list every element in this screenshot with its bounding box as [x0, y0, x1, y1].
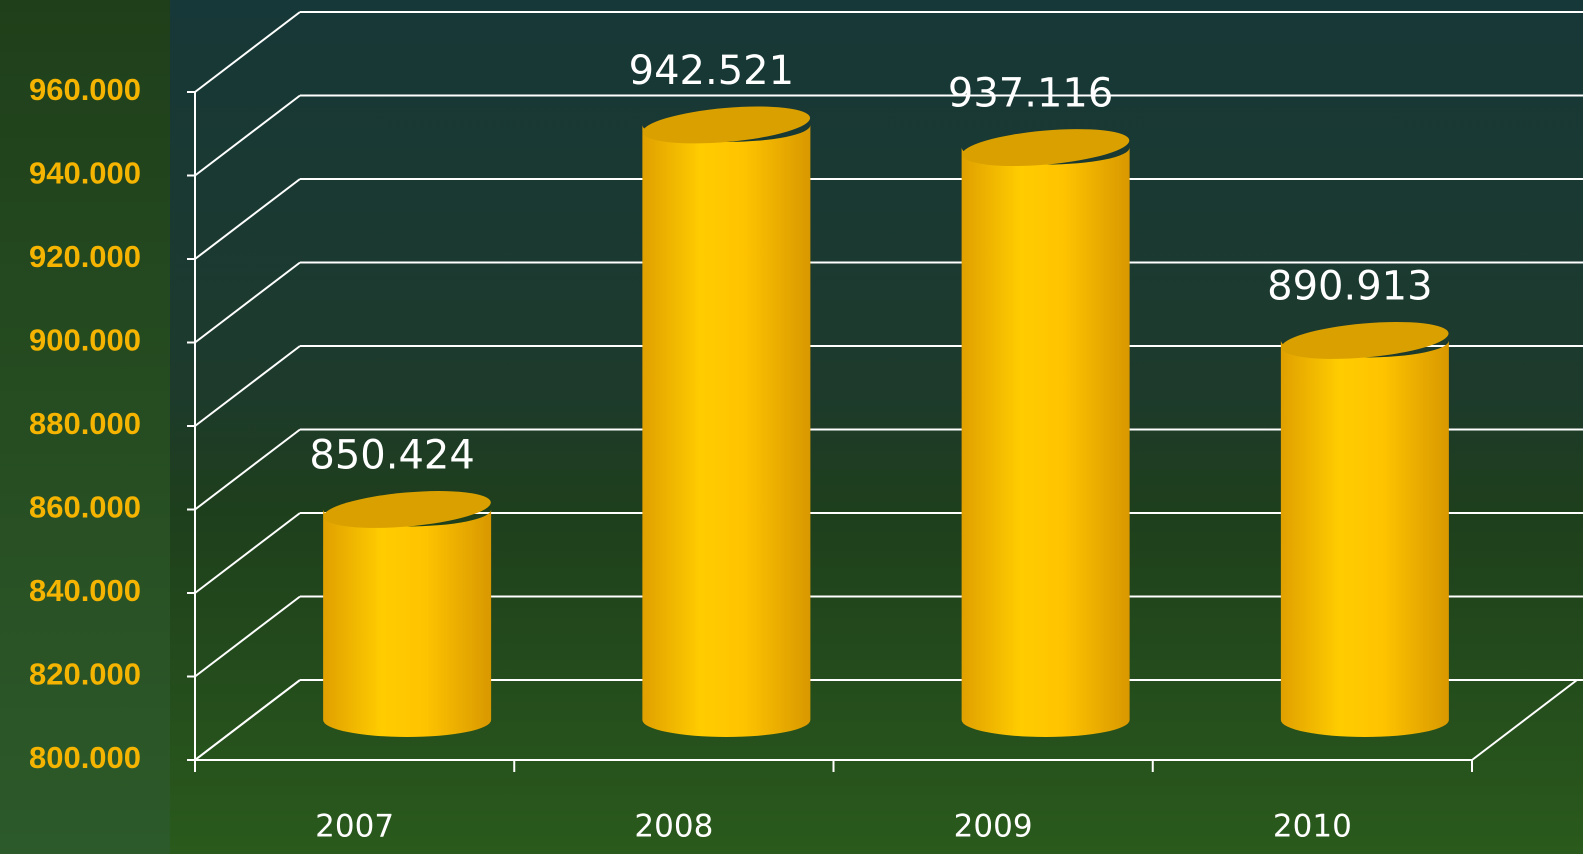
- y-tick-label: 820.000: [29, 657, 141, 692]
- grid-line: [194, 512, 301, 594]
- bar-top: [1281, 321, 1449, 359]
- bar-top: [642, 106, 811, 144]
- bar: [323, 509, 492, 737]
- x-tick-label: 2007: [315, 809, 394, 845]
- y-tick-label: 900.000: [29, 323, 141, 358]
- value-label: 890.913: [1267, 263, 1432, 309]
- value-label: 942.521: [629, 48, 794, 94]
- y-tick-label: 800.000: [29, 740, 141, 775]
- grid-line: [194, 428, 301, 511]
- bar-top: [961, 129, 1130, 166]
- bar: [1280, 340, 1449, 737]
- floor-edge: [1471, 679, 1578, 761]
- x-tick-label: 2010: [1273, 809, 1352, 845]
- grid-line: [194, 178, 301, 260]
- y-tick-label: 860.000: [29, 490, 141, 525]
- bar: [961, 147, 1130, 737]
- grid-line: [194, 595, 301, 678]
- value-label: 850.424: [309, 432, 474, 478]
- x-tick-label: 2008: [634, 809, 713, 845]
- grid-line: [194, 94, 301, 177]
- grid-line: [194, 261, 301, 344]
- grid-line: [194, 11, 301, 93]
- y-tick-label: 920.000: [29, 239, 141, 274]
- y-tick-label: 960.000: [29, 72, 141, 107]
- x-tick-label: 2009: [954, 809, 1033, 845]
- bar: [642, 124, 811, 737]
- grid-line: [194, 345, 301, 427]
- grid-line: [194, 679, 301, 761]
- axis-panel: [0, 0, 170, 854]
- y-tick-label: 880.000: [29, 406, 141, 441]
- value-label: 937.116: [948, 71, 1113, 117]
- y-tick-label: 840.000: [29, 573, 141, 608]
- bar-top: [323, 491, 491, 528]
- y-tick-label: 940.000: [29, 156, 141, 191]
